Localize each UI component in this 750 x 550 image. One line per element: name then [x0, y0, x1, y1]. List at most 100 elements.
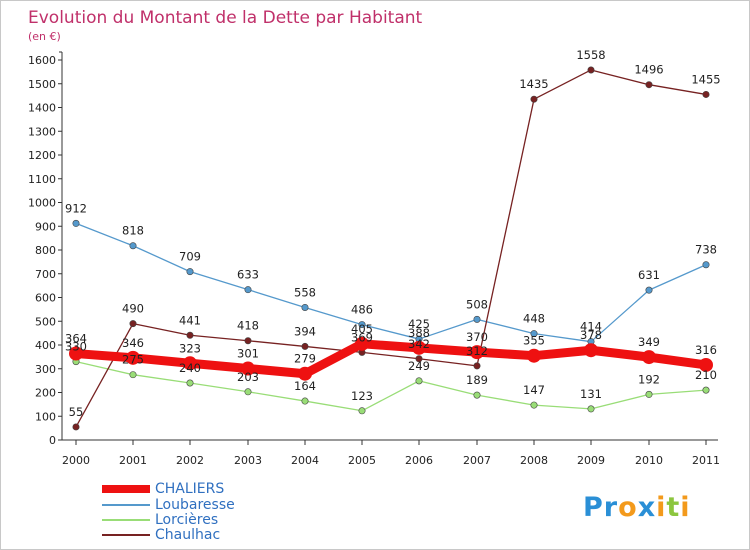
data-point-chaulhac [186, 331, 194, 339]
legend-label-loubaresse: Loubaresse [155, 497, 235, 513]
data-label-chaliers: 323 [179, 341, 201, 355]
data-point-chaulhac [473, 362, 481, 370]
data-point-loubaresse [244, 286, 252, 294]
data-point-chaulhac [587, 66, 595, 74]
y-tick-label: 400 [35, 339, 56, 352]
x-tick-label: 2001 [119, 454, 147, 467]
data-point-chaliers [584, 343, 598, 358]
data-label-chaliers: 378 [580, 328, 602, 342]
data-label-loubaresse: 738 [695, 243, 717, 257]
series-lines [71, 69, 711, 428]
data-label-chaulhac: 312 [466, 344, 488, 358]
data-label-chaulhac: 1455 [691, 72, 720, 86]
data-labels: 912 818 709 633 558 486 425 508 448 414 631 738 330 2… [65, 48, 721, 419]
data-point-chaliers [527, 348, 541, 363]
y-tick-label: 800 [35, 244, 56, 257]
data-point-chaulhac [301, 342, 309, 350]
y-tick-label: 200 [35, 387, 56, 400]
legend-label-chaliers: CHALIERS [155, 481, 224, 497]
data-point-loubaresse [530, 330, 538, 338]
data-point-chaliers [241, 361, 255, 376]
data-point-chaulhac [129, 320, 137, 328]
series-line-chaulhac [75, 69, 707, 428]
chart-title: Evolution du Montant de la Dette par Hab… [28, 8, 423, 28]
y-tick-label: 1100 [28, 173, 56, 186]
x-tick-label: 2008 [520, 454, 548, 467]
data-label-lorcières: 131 [580, 387, 602, 401]
data-label-chaulhac: 490 [122, 302, 144, 316]
chart-unit-label: (en €) [28, 30, 61, 43]
data-point-loubaresse [645, 286, 653, 294]
data-point-loubaresse [702, 261, 710, 269]
data-label-loubaresse: 508 [466, 297, 488, 311]
y-tick-label: 1200 [28, 149, 56, 162]
data-point-chaliers [642, 350, 656, 365]
data-point-chaulhac [415, 355, 423, 363]
axes [59, 51, 718, 441]
series-line-chaliers [71, 339, 711, 379]
x-tick-label: 2006 [405, 454, 433, 467]
data-label-chaliers: 370 [466, 330, 488, 344]
data-point-chaliers [355, 336, 369, 351]
y-tick-label: 900 [35, 220, 56, 233]
data-label-loubaresse: 425 [408, 317, 430, 331]
data-label-chaulhac: 441 [179, 313, 201, 327]
y-axis-ticks: 0 100 200 300 400 500 600 700 800 900 1000 1100 1200… [28, 54, 62, 447]
x-tick-label: 2009 [577, 454, 605, 467]
x-tick-label: 2002 [176, 454, 204, 467]
y-tick-label: 700 [35, 268, 56, 281]
y-tick-label: 1600 [28, 54, 56, 67]
data-point-chaulhac [645, 81, 653, 89]
x-tick-label: 2004 [291, 454, 319, 467]
y-tick-label: 100 [35, 410, 56, 423]
data-label-chaliers: 301 [237, 347, 259, 361]
x-tick-label: 2007 [463, 454, 491, 467]
y-tick-label: 1300 [28, 125, 56, 138]
data-label-lorcières: 210 [695, 368, 717, 382]
data-label-lorcières: 147 [523, 383, 545, 397]
x-tick-label: 2000 [62, 454, 90, 467]
data-point-chaulhac [244, 337, 252, 345]
data-point-lorcières [358, 407, 366, 415]
y-tick-label: 1000 [28, 197, 56, 210]
y-tick-label: 1500 [28, 78, 56, 91]
y-tick-label: 600 [35, 292, 56, 305]
y-tick-label: 1400 [28, 102, 56, 115]
data-label-loubaresse: 709 [179, 250, 201, 264]
series-points [69, 66, 713, 431]
data-label-chaulhac: 1435 [519, 77, 548, 91]
x-tick-label: 2003 [234, 454, 262, 467]
data-label-chaulhac: 55 [69, 405, 84, 419]
data-point-lorcières [702, 386, 710, 394]
data-point-lorcières [473, 391, 481, 399]
x-tick-label: 2005 [348, 454, 376, 467]
data-point-loubaresse [72, 219, 80, 227]
data-label-loubaresse: 558 [294, 285, 316, 299]
data-label-chaliers: 388 [408, 326, 430, 340]
data-label-lorcières: 192 [638, 372, 660, 386]
series-line-lorcières [75, 360, 707, 412]
legend-label-lorcières: Lorcières [155, 512, 218, 528]
data-point-chaliers [412, 340, 426, 355]
data-label-loubaresse: 818 [122, 224, 144, 238]
data-label-chaliers: 355 [523, 334, 545, 348]
data-label-chaulhac: 342 [408, 337, 430, 351]
data-label-lorcières: 189 [466, 373, 488, 387]
data-point-lorcières [129, 371, 137, 379]
data-label-chaulhac: 1558 [576, 48, 605, 62]
data-label-chaliers: 349 [638, 335, 660, 349]
data-label-lorcières: 164 [294, 379, 316, 393]
data-point-chaulhac [702, 90, 710, 98]
data-label-chaulhac: 1496 [634, 63, 663, 77]
data-point-lorcières [244, 388, 252, 396]
data-label-loubaresse: 631 [638, 268, 660, 282]
x-tick-label: 2011 [692, 454, 720, 467]
proxiti-logo: Proxiti [583, 492, 690, 523]
data-label-lorcières: 123 [351, 389, 373, 403]
data-label-loubaresse: 414 [580, 320, 602, 334]
data-label-lorcières: 240 [179, 361, 201, 375]
legend-label-chaulhac: Chaulhac [155, 527, 220, 543]
